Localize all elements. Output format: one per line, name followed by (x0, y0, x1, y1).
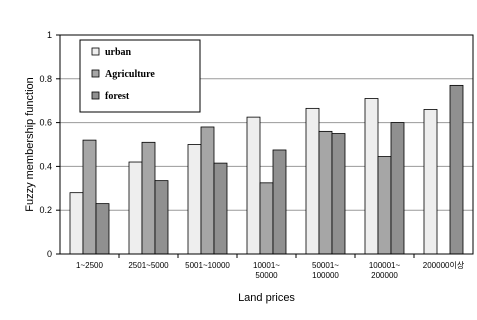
x-tick-label: 5001~10000 (185, 261, 230, 270)
bar-urban (305, 107, 320, 255)
bar-forest (154, 180, 169, 255)
legend-label-forest: forest (105, 91, 130, 102)
legend-label-agriculture: Agriculture (105, 69, 155, 80)
legend-swatch-forest (91, 91, 100, 100)
x-tick-label: 200000이상 (423, 260, 465, 270)
y-tick-label: 0 (47, 249, 52, 259)
bar-forest (390, 122, 405, 255)
y-tick-label: 0.4 (39, 161, 52, 171)
bar-urban (423, 109, 438, 255)
bar-agriculture (318, 130, 333, 255)
plot-frame (59, 34, 474, 255)
bar-urban (187, 144, 202, 255)
legend-box (79, 39, 201, 113)
bar-forest (449, 84, 464, 255)
y-axis-label: Fuzzy membership function (24, 77, 36, 212)
bar-agriculture (200, 126, 215, 255)
legend-swatch-agriculture (91, 69, 100, 78)
legend-swatch-urban (91, 47, 100, 56)
bar-urban (364, 98, 379, 255)
legend: urban Agriculture forest (79, 39, 201, 113)
axes: 0 0.2 0.4 0.6 0.8 1 1~2500 2501~5000 5001~10000 1… (39, 30, 474, 280)
y-tick-label: 0.6 (39, 118, 52, 128)
x-tick-label: 10001~ 50000 (253, 261, 280, 280)
bar-urban (128, 161, 143, 255)
bar-urban (246, 116, 261, 255)
bar-agriculture (377, 156, 392, 255)
legend-label-urban: urban (105, 47, 132, 58)
x-axis-label: Land prices (238, 292, 295, 304)
bar-forest (213, 162, 228, 255)
x-tick-label: 50001~ 100000 (312, 261, 339, 280)
bar-urban (69, 192, 84, 255)
x-tick-label: 1~2500 (76, 261, 103, 270)
x-tick-label: 100001~ 200000 (369, 261, 401, 280)
bar-agriculture (82, 139, 97, 255)
x-tick-label: 2501~5000 (128, 261, 169, 270)
y-tick-label: 0.8 (39, 74, 52, 84)
bar-forest (331, 133, 346, 255)
y-tick-label: 1 (47, 30, 52, 40)
bar-agriculture (259, 182, 274, 255)
bar-forest (272, 149, 287, 255)
bar-forest (95, 203, 110, 255)
bar-agriculture (141, 141, 156, 255)
y-tick-label: 0.2 (39, 205, 52, 215)
